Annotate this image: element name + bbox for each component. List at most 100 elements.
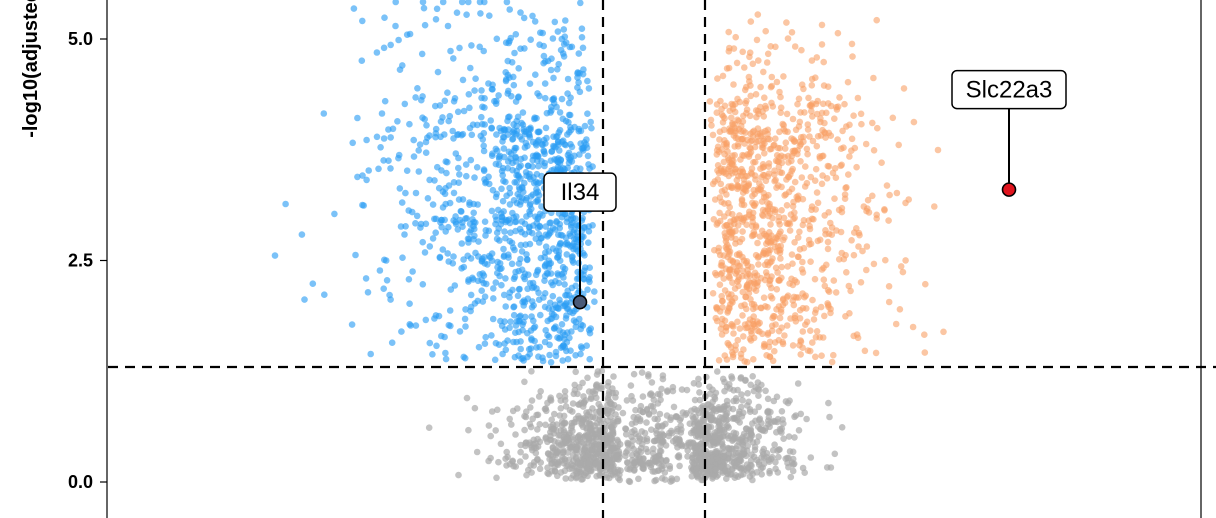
down-point <box>558 138 566 146</box>
down-point <box>573 275 581 283</box>
up-point <box>837 228 845 236</box>
up-point <box>797 338 805 346</box>
down-point <box>488 207 496 215</box>
ns-point <box>583 465 591 472</box>
up-point <box>909 323 917 331</box>
up-point <box>818 109 826 117</box>
down-point <box>359 17 366 25</box>
down-point <box>561 331 568 339</box>
up-point <box>776 314 784 322</box>
ns-point <box>748 432 756 439</box>
up-point <box>857 279 865 286</box>
up-point <box>850 251 858 259</box>
ns-point <box>704 470 711 478</box>
down-point <box>505 254 512 261</box>
down-point <box>479 270 487 277</box>
down-point <box>556 257 564 265</box>
down-point <box>534 266 542 274</box>
down-point <box>466 104 473 112</box>
down-point <box>545 305 552 312</box>
up-point <box>783 19 790 26</box>
down-point <box>456 171 463 178</box>
up-point <box>869 192 876 200</box>
ns-point <box>658 439 666 446</box>
down-point <box>512 218 520 225</box>
up-point <box>795 123 803 130</box>
down-point <box>506 294 513 301</box>
ns-point <box>609 441 616 449</box>
up-point <box>794 100 801 108</box>
down-point <box>591 288 598 295</box>
up-point <box>748 232 756 240</box>
down-point <box>396 185 404 192</box>
ns-point <box>635 475 642 483</box>
ns-point <box>760 460 768 468</box>
up-point <box>752 91 760 98</box>
ns-point <box>685 441 692 448</box>
down-point <box>465 91 473 98</box>
ns-point <box>609 425 616 432</box>
down-point <box>501 228 508 235</box>
up-point <box>743 258 751 265</box>
ns-point <box>661 476 669 483</box>
down-point <box>383 277 391 284</box>
gene-label-box <box>951 69 1067 110</box>
up-point <box>709 131 717 139</box>
up-point <box>824 83 832 90</box>
up-point <box>766 146 774 153</box>
up-point <box>726 44 733 52</box>
down-point <box>536 41 543 48</box>
up-point <box>843 184 850 191</box>
down-point <box>394 118 401 125</box>
up-point <box>716 209 723 217</box>
up-point <box>807 258 814 266</box>
down-point <box>546 351 553 359</box>
down-point <box>443 169 450 177</box>
up-point <box>824 162 832 170</box>
down-point <box>577 140 584 147</box>
up-point <box>739 48 746 56</box>
up-point <box>706 98 714 105</box>
down-point <box>518 248 526 255</box>
down-point <box>577 0 584 7</box>
up-point <box>716 136 723 143</box>
down-point <box>521 270 529 278</box>
down-point <box>519 121 527 128</box>
up-point <box>897 263 905 270</box>
down-point <box>432 15 440 23</box>
up-point <box>740 346 747 353</box>
down-point <box>567 232 574 240</box>
up-point <box>910 118 918 126</box>
down-point <box>412 94 419 101</box>
down-point <box>331 210 338 218</box>
up-point <box>722 238 730 245</box>
up-point <box>812 353 819 361</box>
down-point <box>456 328 464 335</box>
up-point <box>713 271 720 279</box>
ns-point <box>789 448 797 456</box>
down-point <box>506 74 513 81</box>
down-point <box>535 128 542 136</box>
up-point <box>772 176 779 184</box>
down-point <box>412 220 419 227</box>
up-point <box>791 178 799 186</box>
ns-point <box>559 453 566 461</box>
down-point <box>492 193 500 201</box>
up-point <box>861 347 869 355</box>
ns-point <box>751 408 759 416</box>
ns-point <box>630 370 638 378</box>
down-point <box>526 350 533 358</box>
up-point <box>768 327 776 335</box>
ns-point <box>713 473 720 480</box>
ns-point <box>638 369 646 376</box>
down-point <box>449 260 457 267</box>
down-point <box>575 50 583 57</box>
up-point <box>830 351 837 359</box>
ns-point <box>667 478 674 485</box>
up-point <box>778 169 786 177</box>
up-point <box>776 88 783 96</box>
down-point <box>415 168 423 175</box>
down-point <box>431 177 438 184</box>
up-point <box>844 78 852 86</box>
down-point <box>539 357 547 365</box>
